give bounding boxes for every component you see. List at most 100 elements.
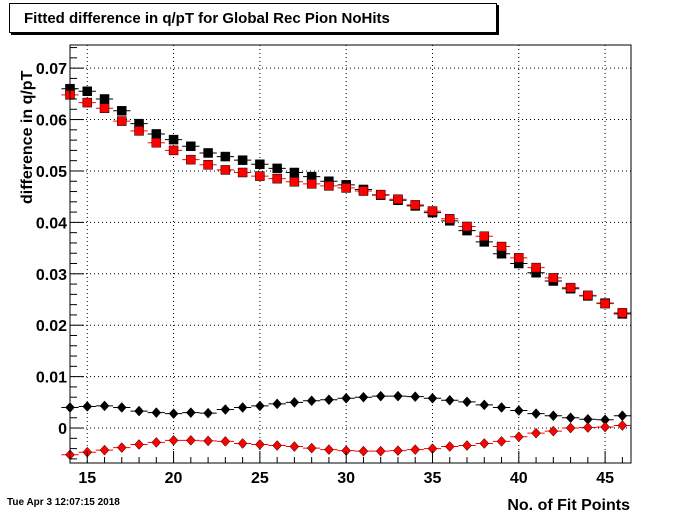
diamond-point: [462, 396, 472, 408]
square-point: [237, 155, 248, 165]
diamond-point: [358, 391, 369, 403]
diamond-point: [306, 395, 317, 407]
diamond-point: [410, 391, 421, 403]
diamond-point: [220, 436, 231, 447]
square-point: [220, 151, 231, 162]
series-4: [61, 420, 631, 461]
data-series: [61, 83, 631, 461]
diamond-point: [289, 396, 300, 408]
square-point: [496, 241, 507, 252]
diamond-point: [444, 441, 455, 452]
plot-frame: [69, 44, 632, 464]
diamond-point: [185, 407, 196, 418]
grid-lines: [70, 45, 631, 463]
diamond-point: [237, 402, 248, 413]
diamond-point: [324, 394, 334, 406]
y-tick-label: 0.04: [36, 215, 67, 232]
series-3: [61, 390, 631, 426]
square-point: [617, 308, 628, 318]
square-point: [393, 194, 403, 204]
diamond-point: [272, 440, 282, 451]
square-point: [134, 126, 144, 136]
y-tick-label: 0.05: [36, 164, 67, 181]
square-point: [289, 167, 300, 178]
diamond-point: [134, 439, 144, 450]
y-tick-label: 0.02: [36, 318, 67, 335]
x-tick-label: 35: [424, 470, 442, 487]
diamond-point: [496, 436, 507, 447]
diamond-point: [444, 394, 455, 406]
chart-title-box: Fitted difference in q/pT for Global Rec…: [9, 3, 497, 33]
diamond-point: [565, 422, 576, 434]
square-point: [341, 183, 351, 193]
square-point: [445, 214, 455, 224]
square-point: [479, 231, 490, 242]
diamond-point: [565, 412, 576, 424]
square-point: [203, 160, 213, 170]
diamond-point: [513, 431, 524, 443]
diamond-point: [220, 404, 231, 415]
diamond-point: [151, 407, 162, 418]
square-point: [427, 206, 438, 216]
diamond-point: [531, 408, 541, 420]
square-point: [255, 159, 265, 170]
square-point: [186, 154, 196, 165]
square-point: [203, 148, 213, 158]
square-point: [462, 221, 472, 232]
square-point: [272, 163, 282, 174]
diamond-point: [82, 401, 93, 412]
square-point: [168, 145, 179, 156]
square-point: [358, 186, 369, 196]
square-point: [168, 134, 179, 145]
square-point: [514, 253, 524, 263]
square-point: [548, 273, 559, 283]
diamond-point: [203, 407, 213, 419]
square-point: [306, 179, 317, 189]
square-point: [82, 97, 93, 108]
diamond-point: [583, 422, 593, 433]
diamond-point: [479, 438, 490, 449]
chart-title: Fitted difference in q/pT for Global Rec…: [24, 10, 390, 27]
square-point: [272, 173, 282, 184]
diamond-point: [548, 425, 559, 437]
square-point: [583, 290, 593, 301]
x-tick-label: 20: [165, 470, 183, 487]
square-point: [117, 116, 127, 126]
square-point: [289, 177, 300, 187]
square-point: [600, 298, 610, 309]
y-tick-label: 0.03: [36, 267, 67, 284]
diamond-point: [237, 438, 248, 449]
diamond-point: [393, 390, 403, 402]
square-point: [375, 189, 386, 200]
diamond-point: [99, 400, 110, 412]
axis-ticks: [69, 47, 623, 463]
diamond-point: [289, 441, 300, 452]
diamond-point: [255, 439, 265, 450]
x-tick-label: 15: [78, 470, 96, 487]
square-point: [531, 262, 541, 273]
square-point: [220, 165, 231, 175]
diamond-point: [185, 435, 196, 446]
diamond-point: [375, 390, 386, 402]
square-point: [565, 282, 576, 293]
square-point: [82, 86, 93, 97]
square-point: [186, 141, 196, 152]
diamond-point: [600, 421, 610, 433]
diamond-point: [203, 435, 213, 447]
diamond-point: [134, 405, 144, 417]
diamond-point: [116, 402, 127, 413]
y-axis-label: difference in q/pT: [19, 70, 36, 204]
square-point: [151, 129, 162, 139]
diamond-point: [617, 420, 628, 431]
diamond-point: [513, 405, 524, 416]
y-tick-label: 0.06: [36, 113, 67, 130]
diamond-point: [375, 445, 386, 457]
diamond-point: [617, 410, 628, 422]
diamond-point: [479, 399, 490, 411]
diamond-point: [358, 445, 369, 457]
diamond-point: [410, 444, 421, 456]
diamond-point: [306, 442, 317, 454]
diamond-point: [393, 445, 403, 457]
diamond-point: [151, 437, 162, 448]
